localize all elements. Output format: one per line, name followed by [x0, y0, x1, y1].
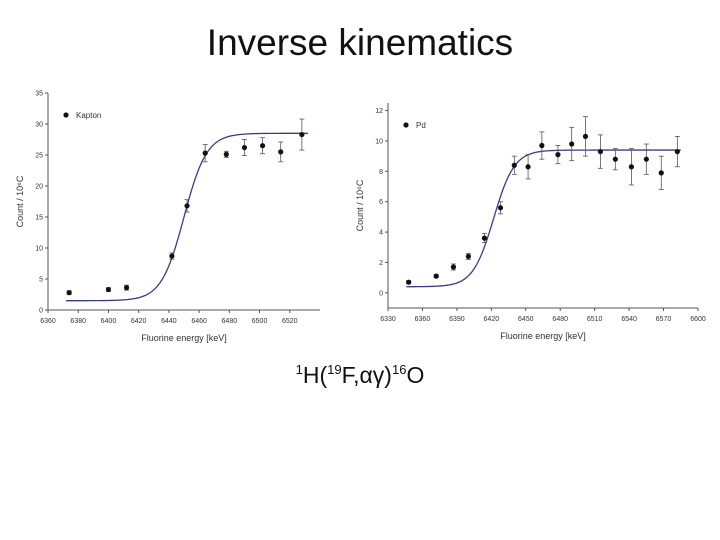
x-tick-label: 6420 — [484, 316, 500, 323]
data-point — [497, 205, 504, 211]
legend-marker — [63, 112, 69, 118]
data-point — [202, 150, 208, 156]
data-point — [223, 151, 229, 157]
x-axis-label: Fluorine energy [keV] — [500, 331, 586, 341]
x-tick-label: 6440 — [161, 318, 177, 325]
reaction-caption: 1H(19F,αγ)16O — [0, 362, 720, 389]
y-axis-label: Count / 10⁶C — [355, 179, 365, 231]
y-tick-label: 8 — [379, 169, 383, 176]
y-tick-label: 30 — [35, 122, 43, 129]
pd-chart: 6330 6360 6390 6420 6450 6480 6510 6540 6570 6600… — [355, 103, 706, 341]
y-tick-label: 20 — [35, 184, 43, 191]
data-point — [465, 253, 471, 259]
legend-label: Kapton — [76, 111, 101, 120]
data-point — [569, 141, 575, 147]
data-point — [597, 148, 604, 155]
x-tick-label: 6600 — [690, 316, 706, 323]
x-tick-label: 6450 — [518, 316, 534, 323]
caption-mass-19: 19 — [327, 362, 342, 377]
data-point — [643, 156, 649, 162]
x-tick-label: 6420 — [131, 318, 147, 325]
legend-label: Pd — [416, 121, 426, 130]
x-tick-label: 6520 — [282, 318, 298, 325]
data-point — [278, 149, 284, 155]
y-tick-label: 0 — [379, 290, 383, 297]
x-tick-label: 6390 — [449, 316, 465, 323]
data-point — [612, 156, 618, 162]
data-point — [582, 133, 589, 140]
fit-curve — [406, 149, 681, 288]
y-tick-label: 15 — [35, 215, 43, 222]
caption-mass-16: 16 — [391, 362, 407, 377]
data-point — [66, 290, 72, 296]
data-point — [123, 285, 130, 291]
y-tick-label: 4 — [379, 230, 383, 237]
data-point — [433, 273, 439, 279]
data-point — [259, 143, 266, 149]
x-tick-label: 6360 — [40, 318, 56, 325]
y-tick-label: 35 — [35, 91, 43, 98]
kapton-chart: 6360 6380 6400 6420 6440 6460 6480 6500 6520 0 5 10… — [15, 91, 320, 343]
x-tick-label: 6540 — [621, 316, 637, 323]
x-tick-label: 6330 — [380, 316, 396, 323]
x-tick-label: 6570 — [656, 316, 672, 323]
x-tick-label: 6500 — [252, 318, 268, 325]
x-tick-label: 6460 — [191, 318, 207, 325]
data-point — [241, 144, 248, 151]
caption-hydrogen: H( — [302, 362, 328, 388]
data-point — [628, 164, 635, 170]
data-point — [450, 264, 457, 270]
y-tick-label: 5 — [39, 277, 43, 284]
caption-fluorine: F,αγ) — [341, 362, 392, 388]
y-tick-label: 6 — [379, 199, 383, 206]
fit-curve — [66, 132, 308, 302]
y-tick-label: 2 — [379, 260, 383, 267]
data-point — [299, 131, 305, 138]
data-point — [105, 286, 112, 293]
data-point — [481, 235, 488, 241]
y-tick-label: 10 — [35, 246, 43, 253]
y-tick-label: 0 — [39, 308, 43, 315]
data-point — [169, 253, 175, 259]
x-axis-label: Fluorine energy [keV] — [141, 333, 227, 343]
caption-mass-1: 1 — [295, 362, 303, 377]
legend-marker — [403, 122, 409, 128]
x-tick-label: 6360 — [415, 316, 431, 323]
x-tick-label: 6480 — [552, 316, 568, 323]
data-point — [658, 170, 664, 176]
y-tick-label: 25 — [35, 153, 43, 160]
data-point — [406, 279, 412, 285]
data-point — [555, 152, 561, 158]
caption-oxygen: O — [406, 362, 425, 388]
slide-title: Inverse kinematics — [206, 22, 514, 63]
data-point — [525, 164, 531, 170]
y-axis-label: Count / 10⁶C — [15, 175, 25, 227]
x-tick-label: 6510 — [587, 316, 603, 323]
data-point — [511, 162, 517, 168]
data-point — [674, 148, 680, 155]
y-tick-label: 12 — [375, 108, 383, 115]
x-tick-label: 6480 — [222, 318, 238, 325]
data-point — [184, 203, 190, 209]
x-tick-label: 6380 — [70, 318, 86, 325]
data-point — [539, 142, 545, 149]
x-tick-label: 6400 — [101, 318, 117, 325]
y-tick-label: 10 — [375, 138, 383, 145]
